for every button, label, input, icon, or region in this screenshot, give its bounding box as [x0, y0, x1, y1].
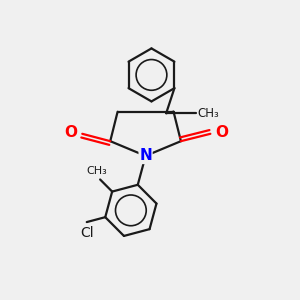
Text: N: N — [139, 148, 152, 164]
Text: CH₃: CH₃ — [87, 166, 107, 176]
Text: CH₃: CH₃ — [197, 107, 219, 120]
Text: O: O — [64, 125, 77, 140]
Text: Cl: Cl — [80, 226, 94, 240]
Text: O: O — [216, 125, 229, 140]
